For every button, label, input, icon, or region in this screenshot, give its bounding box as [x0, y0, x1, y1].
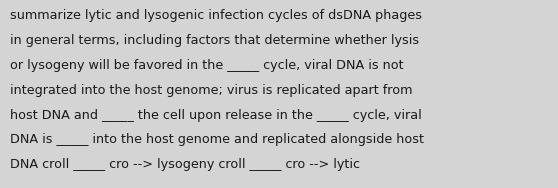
- Text: summarize lytic and lysogenic infection cycles of dsDNA phages: summarize lytic and lysogenic infection …: [10, 9, 422, 22]
- Text: DNA is _____ into the host genome and replicated alongside host: DNA is _____ into the host genome and re…: [10, 133, 424, 146]
- Text: integrated into the host genome; virus is replicated apart from: integrated into the host genome; virus i…: [10, 84, 412, 97]
- Text: in general terms, including factors that determine whether lysis: in general terms, including factors that…: [10, 34, 419, 47]
- Text: host DNA and _____ the cell upon release in the _____ cycle, viral: host DNA and _____ the cell upon release…: [10, 109, 422, 122]
- Text: or lysogeny will be favored in the _____ cycle, viral DNA is not: or lysogeny will be favored in the _____…: [10, 59, 403, 72]
- Text: DNA croll _____ cro --> lysogeny croll _____ cro --> lytic: DNA croll _____ cro --> lysogeny croll _…: [10, 158, 360, 171]
